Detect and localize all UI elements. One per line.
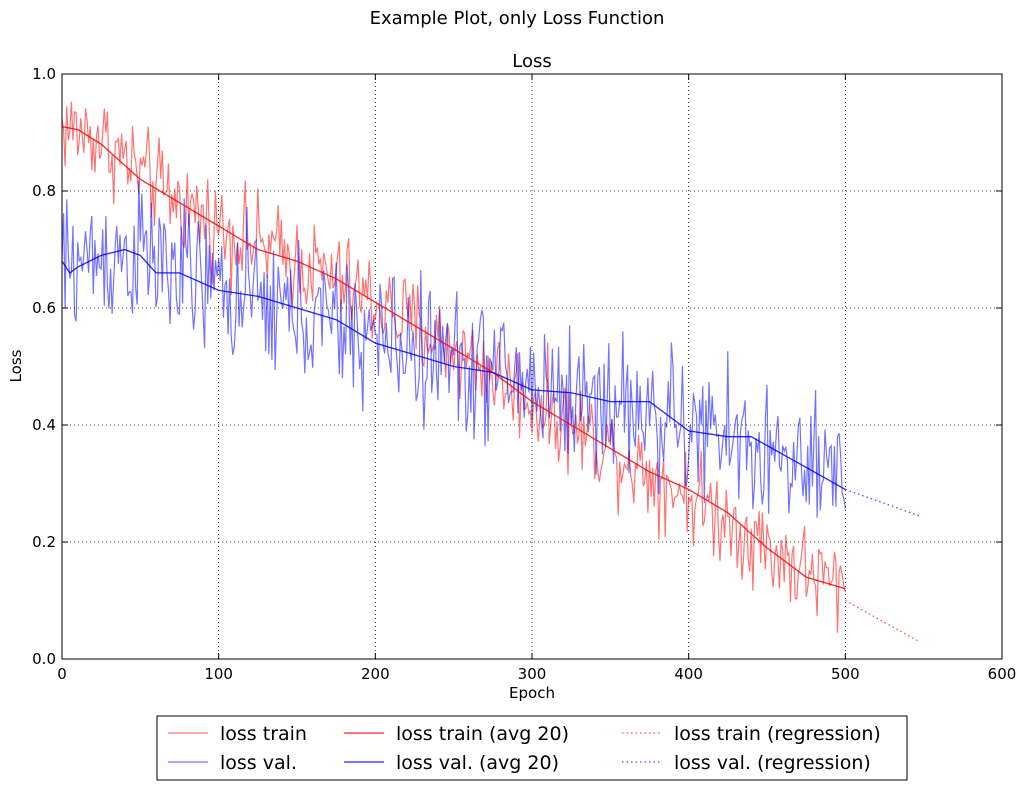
y-tick-label: 0.8 [32,182,56,200]
y-tick-label: 0.4 [32,416,56,434]
legend-label-loss-train-avg-20: loss train (avg 20) [396,723,569,745]
y-tick-label: 0.6 [32,299,56,317]
y-axis-label: Loss [7,349,25,382]
x-tick-label: 500 [831,665,860,683]
series-line-loss-val [61,180,846,518]
x-tick-label: 100 [204,665,233,683]
legend-label-loss-val-avg-20: loss val. (avg 20) [396,752,559,774]
legend-label-loss-train: loss train [220,723,307,745]
legend-label-loss-train-regression: loss train (regression) [674,723,881,745]
x-tick-label: 600 [988,665,1017,683]
series-line-loss-val-avg-20 [61,248,846,490]
x-tick-label: 200 [361,665,390,683]
y-tick-label: 0.0 [32,650,56,668]
x-tick-label: 0 [57,665,67,683]
series-lines [61,101,920,643]
series-line-loss-val-regression [845,488,920,517]
series-line-loss-train [61,101,846,633]
x-tick-label: 300 [518,665,547,683]
x-axis-label: Epoch [509,684,555,702]
legend-label-loss-val-regression: loss val. (regression) [674,752,871,774]
series-line-loss-train-avg-20 [61,125,846,590]
y-tick-label: 0.2 [32,533,56,551]
legend-label-loss-val: loss val. [220,752,297,774]
x-tick-label: 400 [674,665,703,683]
axis-ticks: 0 100 200 300 400 500 600 0.0 0.2 0.4 0.6 0.8 1.0 [32,65,1016,683]
y-tick-label: 1.0 [32,65,56,83]
series-line-loss-train-regression [844,599,920,643]
legend: loss train loss val. loss train (avg 20) lo… [156,715,908,781]
figure-title: Example Plot, only Loss Function [370,8,665,29]
grid [62,74,1002,659]
legend-frame [156,715,908,781]
chart-title: Loss [512,51,551,72]
